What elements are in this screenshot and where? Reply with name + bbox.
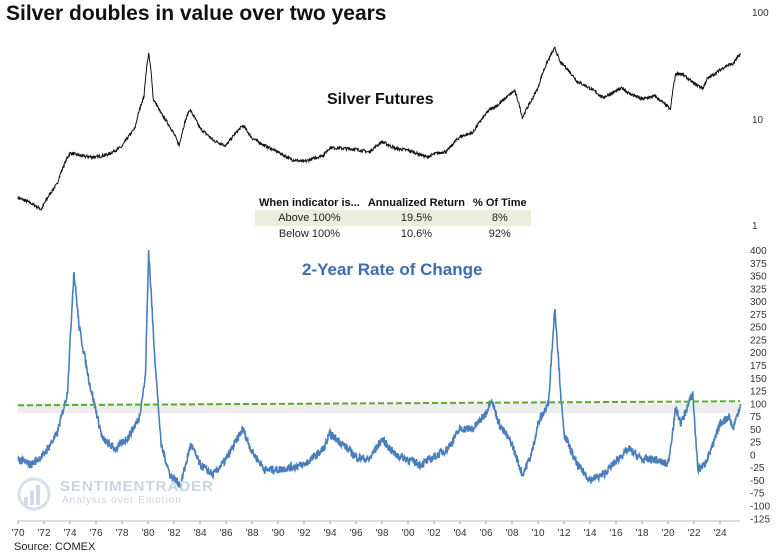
y-tick-label-roc: 325 [750,284,767,295]
x-tick-label: '78 [115,528,128,539]
x-tick-label: '86 [219,528,232,539]
x-tick-label: '92 [297,528,310,539]
y-tick-label-roc: 75 [750,412,762,423]
table-header: % Of Time [473,197,527,209]
table-cell: Below 100% [278,228,340,240]
price-series-line [17,46,742,211]
watermark-bar-icon [24,497,28,505]
x-tick-label: '72 [37,528,50,539]
y-tick-label-roc: 125 [750,387,767,398]
x-tick-label: '02 [427,528,440,539]
y-tick-label-roc: 25 [750,438,762,449]
y-tick-label-roc: -75 [750,489,765,500]
table-cell: 10.6% [400,228,433,240]
stats-table: When indicator is... Annualized Return % O… [255,196,531,242]
watermark-circle-icon [17,477,51,511]
watermark-tagline: Analysis over Emotion [62,495,182,506]
y-tick-label-roc: -125 [750,514,770,525]
table-cell: 8% [469,210,531,226]
chart-title: Silver doubles in value over two years [6,2,387,25]
x-tick-label: '76 [89,528,102,539]
y-tick-label-roc: 375 [750,259,767,270]
table-row: Above 100% 19.5% 8% [255,210,531,226]
threshold-line [17,400,741,407]
x-tick-label: '20 [661,528,674,539]
y-tick-label-roc: 150 [750,374,767,385]
x-tick-label: '00 [401,528,414,539]
x-tick-label: '84 [193,528,206,539]
x-tick-label: '96 [349,528,362,539]
y-tick-label-roc: 200 [750,348,767,359]
price-panel-label: Silver Futures [327,91,434,108]
table-header: Annualized Return [367,197,466,209]
y-tick-label-roc: 175 [750,361,767,372]
roc-series-line [17,249,742,490]
x-tick-label: '70 [11,528,24,539]
x-tick-label: '10 [531,528,544,539]
x-tick-label: '94 [323,528,336,539]
y-tick-label-roc: 300 [750,297,767,308]
x-tick-label: '22 [687,528,700,539]
x-tick-label: '82 [167,528,180,539]
table-cell: 92% [488,228,511,240]
y-tick-label-roc: 100 [750,399,767,410]
x-tick-label: '14 [583,528,596,539]
y-tick-label-roc: 250 [750,323,767,334]
x-tick-label: '80 [141,528,154,539]
x-tick-label: '90 [271,528,284,539]
watermark-bar-icon [30,491,34,505]
x-tick-label: '16 [609,528,622,539]
y-tick-label-price: 100 [752,8,769,19]
y-tick-label-roc: -25 [750,463,765,474]
table-cell: Above 100% [255,210,364,226]
x-tick-label: '04 [453,528,466,539]
table-cell: 19.5% [363,210,470,226]
x-tick-label: '06 [479,528,492,539]
x-tick-label: '12 [557,528,570,539]
source-note: Source: COMEX [14,541,96,553]
y-tick-label-roc: 275 [750,310,767,321]
watermark-bar-icon [36,485,40,505]
y-tick-label-roc: 225 [750,335,767,346]
y-tick-label-price: 1 [752,221,758,232]
x-tick-label: '18 [635,528,648,539]
y-tick-label-roc: -100 [750,502,770,513]
table-row: Below 100% 10.6% 92% [255,226,531,242]
y-tick-label-roc: 0 [750,450,756,461]
x-tick-label: '08 [505,528,518,539]
threshold-shade [18,403,740,414]
watermark-name: SENTIMENTRADER [60,478,215,495]
y-tick-label-roc: 400 [750,246,767,257]
y-tick-label-price: 10 [752,115,764,126]
x-tick-label: '24 [713,528,726,539]
x-tick-label: '98 [375,528,388,539]
y-tick-label-roc: 350 [750,272,767,283]
y-tick-label-roc: -50 [750,476,765,487]
x-tick-label: '88 [245,528,258,539]
x-tick-label: '74 [63,528,76,539]
y-tick-label-roc: 50 [750,425,762,436]
roc-panel-label: 2-Year Rate of Change [302,260,483,279]
watermark-logo: SENTIMENTRADER Analysis over Emotion [22,478,214,506]
table-header: When indicator is... [259,197,360,209]
